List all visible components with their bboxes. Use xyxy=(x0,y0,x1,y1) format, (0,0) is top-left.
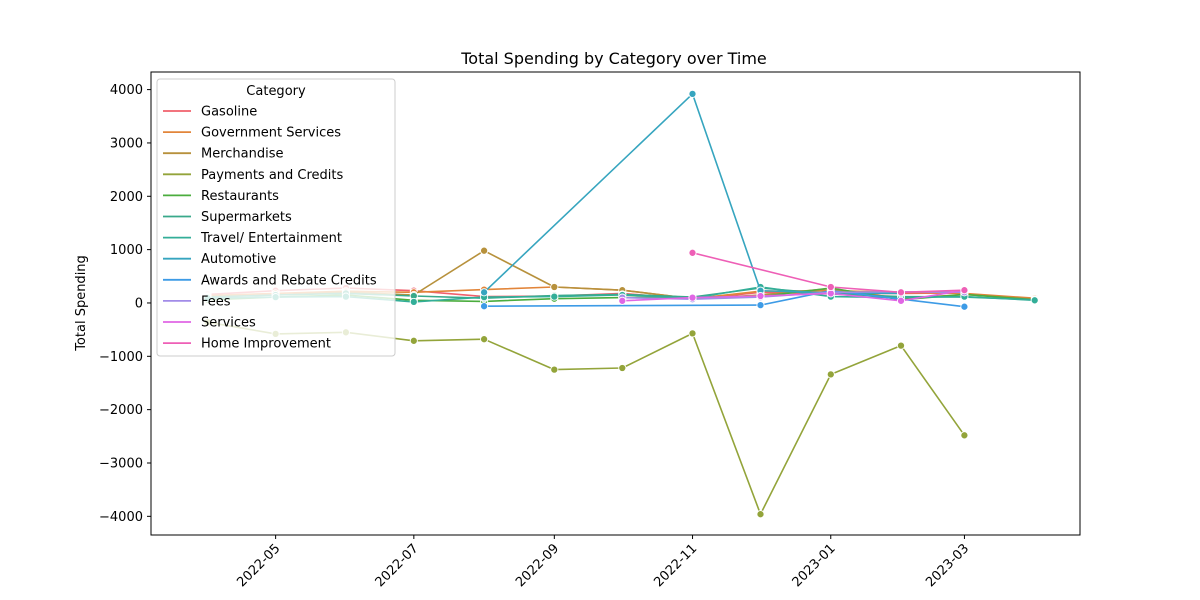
legend-item-6: Travel/ Entertainment xyxy=(163,231,342,246)
data-point xyxy=(409,336,418,345)
legend-label: Government Services xyxy=(201,126,341,141)
axes-frame xyxy=(150,71,1081,536)
legend-item-10: Services xyxy=(163,316,256,331)
y-tick-label: 2000 xyxy=(110,190,143,205)
legend-item-11: Home Improvement xyxy=(163,337,331,352)
data-point xyxy=(550,282,559,292)
data-point xyxy=(826,282,835,292)
x-tick-label: 2022-07 xyxy=(373,541,422,590)
series-line xyxy=(692,252,965,294)
data-point xyxy=(688,248,697,257)
x-tick-label: 2022-09 xyxy=(513,541,562,590)
y-tick-label: 4000 xyxy=(110,83,143,98)
legend-label: Automotive xyxy=(201,252,276,267)
x-tick-label: 2023-03 xyxy=(923,541,972,590)
y-tick-label: −2000 xyxy=(99,403,143,418)
data-point xyxy=(550,292,559,301)
data-point xyxy=(1030,296,1039,305)
legend-label: Restaurants xyxy=(201,189,279,204)
data-point xyxy=(960,431,969,440)
x-tick-label: 2022-05 xyxy=(234,541,283,590)
y-tick-label: 0 xyxy=(135,296,143,311)
legend-item-5: Supermarkets xyxy=(163,210,292,225)
legend-label: Merchandise xyxy=(201,147,284,162)
legend-label: Home Improvement xyxy=(201,337,331,352)
data-point xyxy=(826,370,835,379)
data-point xyxy=(480,335,489,344)
series-line xyxy=(622,289,965,302)
legend-item-2: Merchandise xyxy=(163,147,284,162)
data-point xyxy=(480,302,489,311)
legend-title: Category xyxy=(246,84,306,99)
legend-item-9: Fees xyxy=(163,294,231,309)
legend-item-0: Gasoline xyxy=(163,105,257,120)
x-tick-label: 2023-01 xyxy=(790,541,839,590)
data-point xyxy=(896,341,906,350)
data-point xyxy=(960,286,969,295)
chart-title: Total Spending by Category over Time xyxy=(460,49,767,68)
legend-label: Services xyxy=(201,316,256,331)
legend-label: Gasoline xyxy=(201,105,257,120)
data-point xyxy=(480,288,489,297)
data-point xyxy=(618,296,627,305)
legend-label: Fees xyxy=(201,294,231,309)
data-point xyxy=(896,288,906,297)
data-point xyxy=(896,296,906,305)
legend-item-4: Restaurants xyxy=(163,189,279,204)
legend-box xyxy=(156,78,396,357)
data-point xyxy=(688,293,697,302)
y-tick-label: 1000 xyxy=(110,243,143,258)
y-tick-label: −1000 xyxy=(99,350,143,365)
legend-item-7: Automotive xyxy=(163,252,276,267)
y-tick-label: −3000 xyxy=(99,456,143,471)
data-point xyxy=(960,302,969,311)
data-point xyxy=(618,363,627,373)
data-point xyxy=(688,329,697,338)
legend-label: Payments and Credits xyxy=(201,168,344,183)
y-tick-label: −4000 xyxy=(99,510,143,525)
y-tick-label: 3000 xyxy=(110,136,143,151)
legend: Category Gasoline Government Services Merch… xyxy=(156,78,396,357)
y-axis-title: Total Spending xyxy=(74,255,89,352)
legend-label: Travel/ Entertainment xyxy=(200,231,342,246)
legend-item-8: Awards and Rebate Credits xyxy=(163,273,377,288)
legend-label: Awards and Rebate Credits xyxy=(201,273,377,288)
legend-item-1: Government Services xyxy=(163,126,341,141)
data-point xyxy=(409,297,418,306)
data-point xyxy=(550,365,559,374)
series-11 xyxy=(688,248,969,297)
data-point xyxy=(756,301,765,310)
data-point xyxy=(688,89,697,98)
x-tick-label: 2022-11 xyxy=(651,541,700,590)
legend-label: Supermarkets xyxy=(201,210,292,225)
series-layer xyxy=(203,89,1039,519)
data-point xyxy=(756,510,765,519)
legend-item-3: Payments and Credits xyxy=(163,168,344,183)
data-point xyxy=(480,246,489,255)
data-point xyxy=(756,291,765,301)
